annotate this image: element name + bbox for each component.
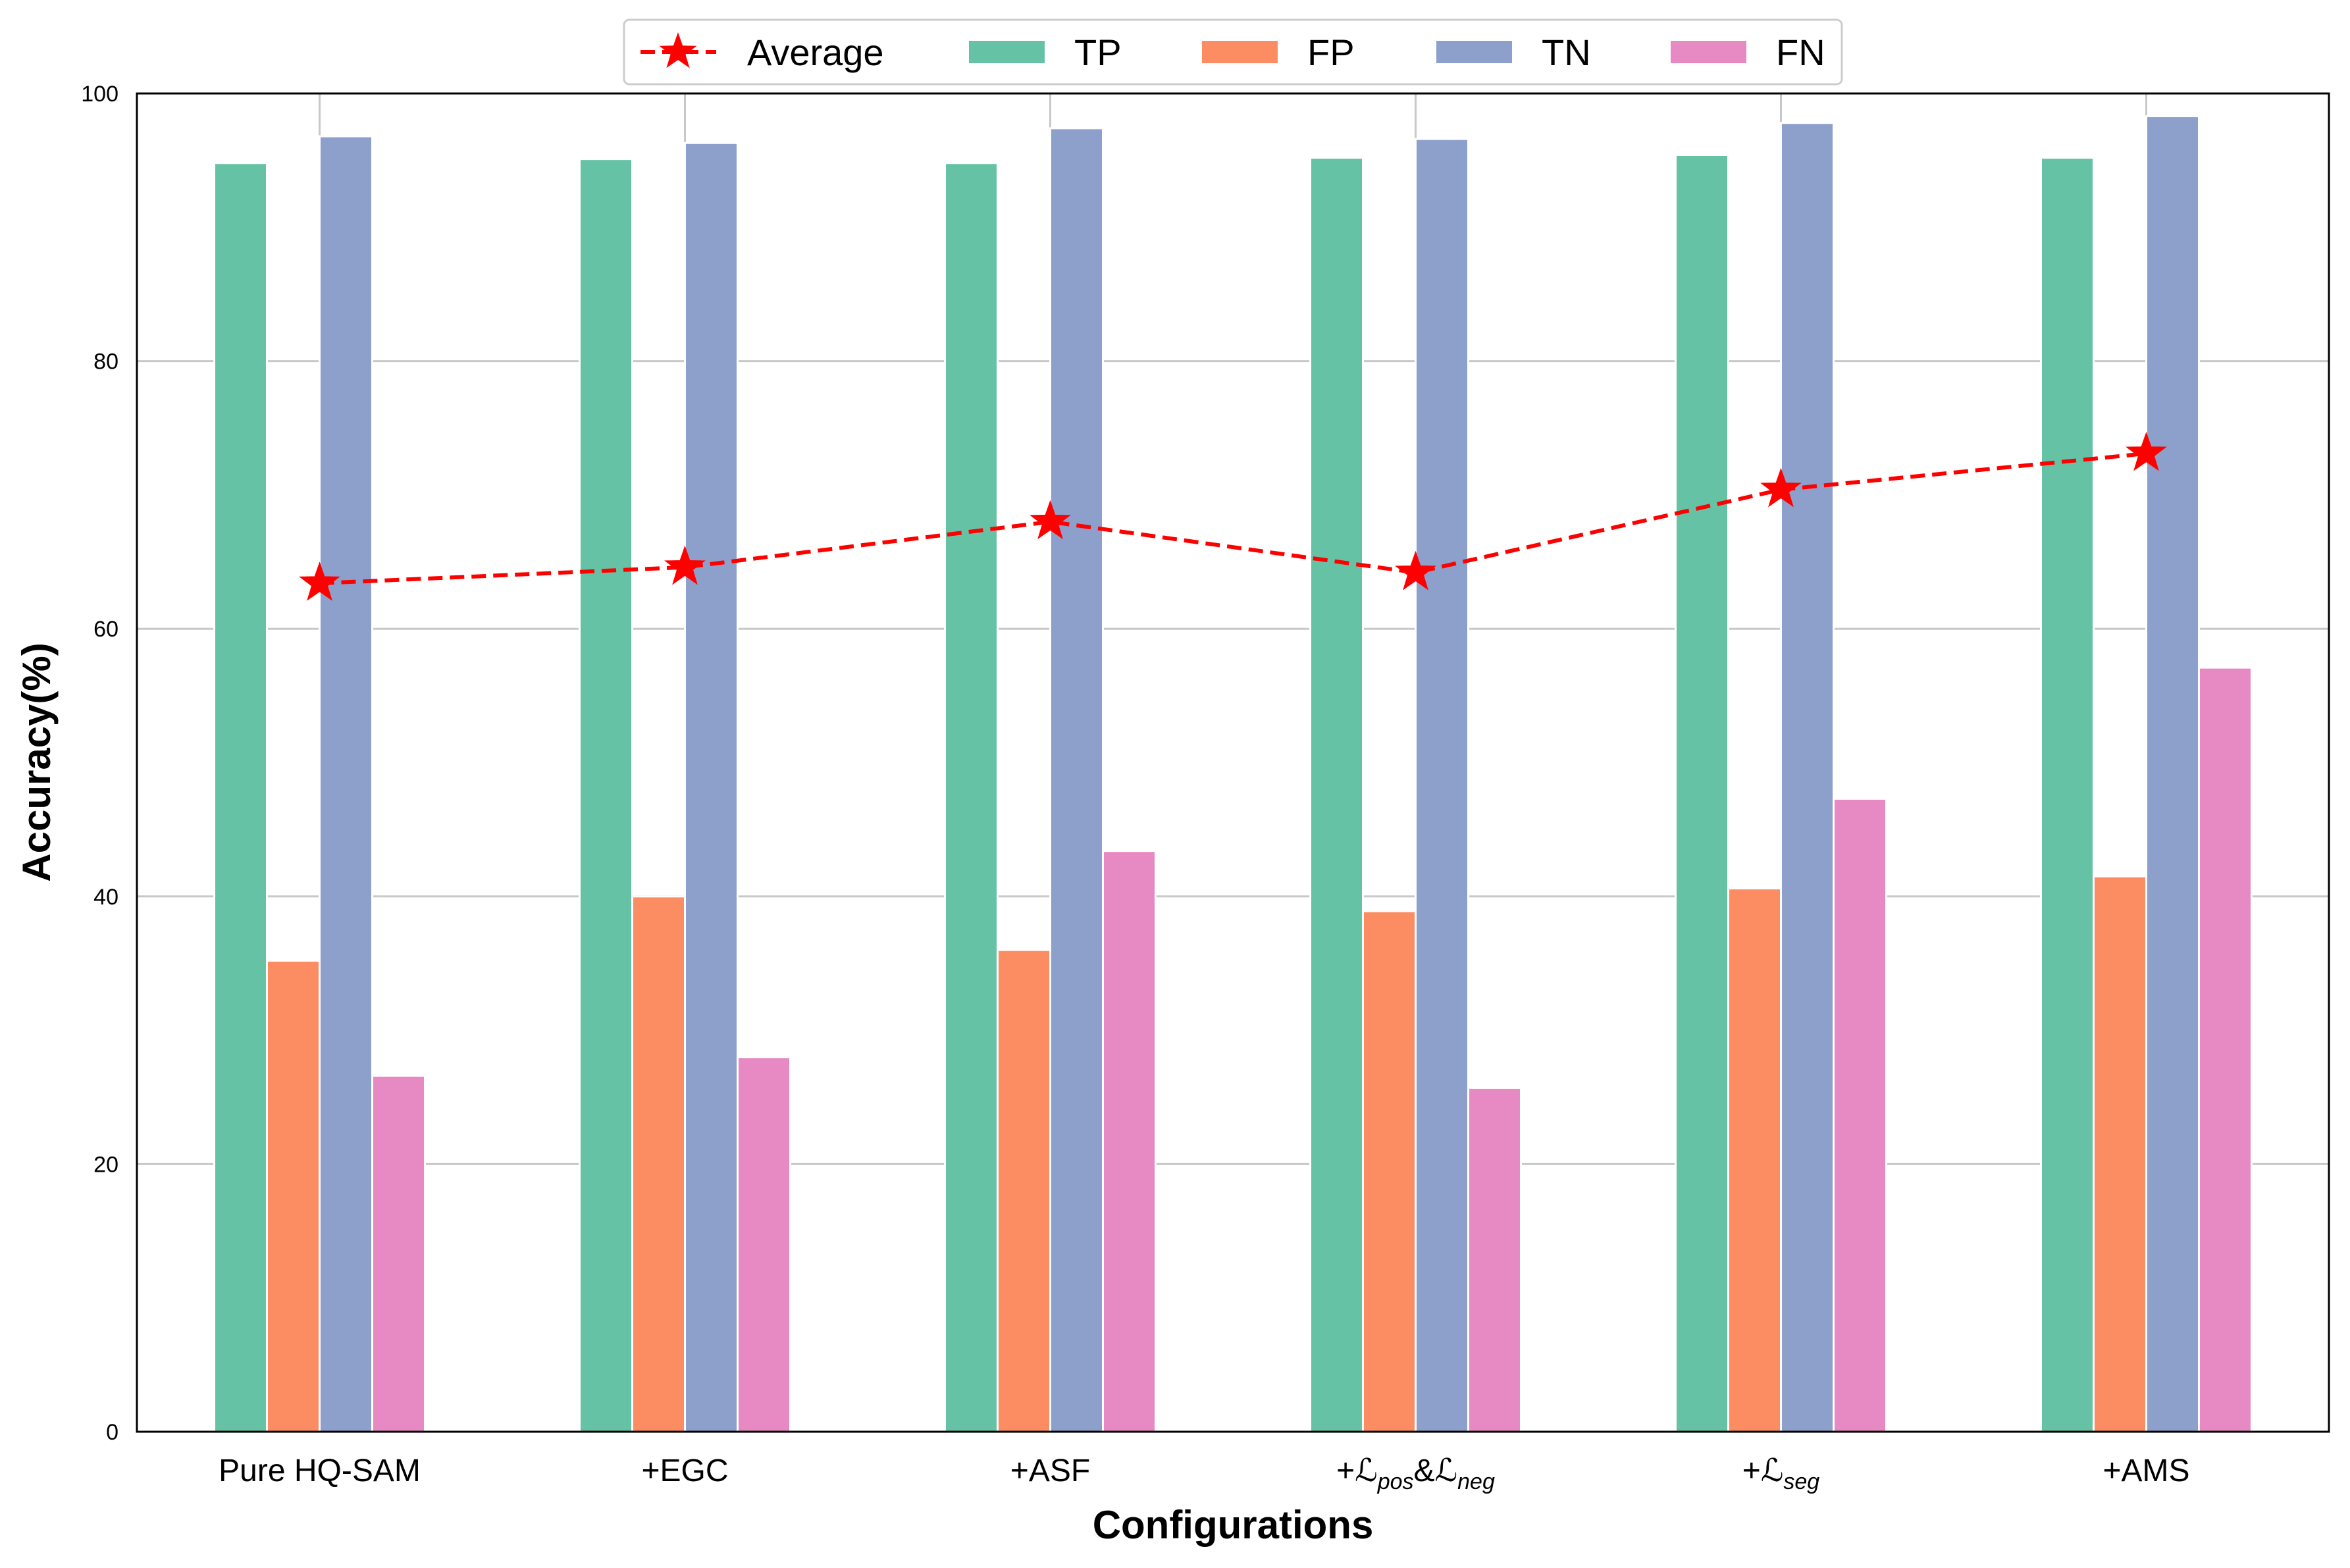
- average-point: [1395, 550, 1436, 590]
- y-tick-label: 80: [93, 350, 118, 375]
- x-tick-labels: Pure HQ-SAM +EGC +ASF +ℒpos&ℒneg +ℒseg +AMS: [219, 1453, 2189, 1494]
- x-tick-label: +AMS: [2102, 1453, 2189, 1488]
- average-point: [1760, 467, 1802, 508]
- grid-layer: [137, 93, 2329, 1432]
- bar-tp: [944, 162, 999, 1433]
- x-axis-title: Configurations: [1093, 1503, 1374, 1547]
- bar-tn: [319, 135, 373, 1433]
- bar-tp: [1675, 154, 1729, 1433]
- bar-tn: [1415, 138, 1469, 1433]
- legend-swatch-fp: [1202, 41, 1278, 63]
- bar-fn: [371, 1074, 426, 1433]
- average-point: [2126, 431, 2167, 471]
- legend-swatch-tn: [1436, 41, 1512, 63]
- y-tick-label: 20: [93, 1152, 118, 1177]
- legend-label-tp: TP: [1074, 32, 1122, 73]
- x-tick-label: +ASF: [1010, 1453, 1090, 1488]
- y-tick-label: 0: [106, 1420, 118, 1445]
- x-tick-label: +ℒseg: [1742, 1453, 1820, 1494]
- bar-fn: [737, 1056, 791, 1433]
- legend-swatch-tp: [969, 41, 1045, 63]
- bar-tn: [1049, 127, 1104, 1433]
- x-tick-label: Pure HQ-SAM: [219, 1453, 421, 1488]
- bar-fn: [2198, 666, 2253, 1433]
- bar-fn: [1467, 1087, 1522, 1433]
- average-point: [299, 562, 340, 601]
- bar-fp: [266, 959, 321, 1433]
- bar-tn: [684, 142, 739, 1433]
- bar-fp: [997, 949, 1051, 1433]
- y-tick-labels: 0 20 40 60 80 100: [81, 82, 118, 1445]
- average-point: [664, 545, 706, 585]
- bar-fp: [2093, 875, 2147, 1433]
- bar-tp: [579, 158, 633, 1433]
- bar-tn: [2145, 115, 2200, 1433]
- bar-fn: [1102, 850, 1157, 1433]
- y-tick-label: 40: [93, 885, 118, 910]
- average-line: [319, 451, 2147, 586]
- bars-layer: [213, 115, 2253, 1433]
- bar-fn: [1833, 797, 1887, 1433]
- bar-tp: [213, 162, 268, 1433]
- x-tick-label: +ℒpos&ℒneg: [1336, 1453, 1495, 1494]
- legend-average-star: [659, 32, 697, 68]
- bar-tp: [2040, 157, 2095, 1433]
- legend-swatch-fn: [1671, 41, 1746, 63]
- bar-fp: [631, 895, 686, 1433]
- plot-frame: [136, 92, 2330, 1433]
- bar-tp: [1309, 157, 1364, 1433]
- y-axis-title: Accuracy(%): [14, 642, 59, 882]
- average-point: [1030, 500, 1071, 540]
- y-tick-label: 100: [81, 82, 118, 107]
- y-tick-label: 60: [93, 617, 118, 642]
- legend-label-fp: FP: [1307, 32, 1355, 73]
- legend-label-average: Average: [747, 32, 884, 73]
- x-tick-label: +EGC: [641, 1453, 728, 1488]
- bar-fp: [1362, 910, 1417, 1433]
- legend-label-fn: FN: [1776, 32, 1825, 73]
- bar-fp: [1727, 887, 1782, 1433]
- legend-label-tn: TN: [1542, 32, 1591, 73]
- legend: Average TP FP TN FN: [623, 18, 1843, 86]
- average-line-layer: [299, 431, 2167, 601]
- bar-tn: [1780, 122, 1835, 1433]
